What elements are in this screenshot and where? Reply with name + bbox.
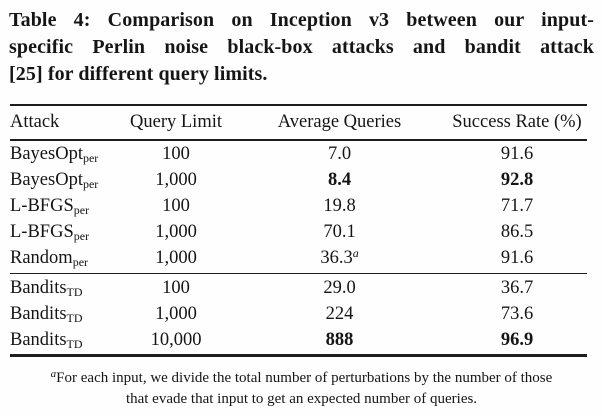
attack-subscript: TD [66, 336, 83, 351]
success-rate-cell: 73.6 [500, 303, 534, 324]
query-limit-cell: 100 [162, 144, 190, 164]
query-limit-cell: 1,000 [155, 248, 197, 268]
table-footnote: aFor each input, we divide the total num… [9, 368, 594, 410]
attack-subscript: per [82, 177, 99, 191]
footnote-line: that evade that input to get an expected… [125, 390, 478, 407]
avg-queries-cell: 8.4 [327, 170, 352, 190]
success-rate-cell: 86.5 [500, 222, 534, 242]
attack-cell: BanditsTD [10, 329, 83, 351]
header-success-rate: Success Rate (%) [452, 112, 582, 132]
query-limit-cell: 100 [162, 196, 190, 216]
success-rate-cell: 91.6 [500, 144, 534, 164]
attack-cell: BanditsTD [10, 277, 83, 299]
table-row: BanditsTD 100 29.0 36.7 [10, 275, 587, 301]
header-query-limit: Query Limit [130, 112, 222, 132]
caption-line: Table 4: Comparison on Inception v3 betw… [9, 9, 594, 31]
attack-cell: BayesOptper [10, 144, 99, 165]
attack-cell: BayesOptper [10, 170, 99, 191]
table-caption: Table 4: Comparison on Inception v3 betw… [9, 7, 594, 88]
avg-queries-cell: 19.8 [323, 196, 356, 216]
attack-subscript: per [82, 151, 99, 165]
query-limit-cell: 100 [162, 277, 190, 298]
table-row: L-BFGSper 100 19.8 71.7 [10, 194, 587, 220]
avg-queries-cell: 224 [325, 303, 354, 324]
table-bottom-rule [10, 354, 587, 357]
avg-queries-cell: 888 [325, 329, 354, 350]
attack-cell: L-BFGSper [10, 222, 90, 243]
avg-queries-cell: 29.0 [323, 277, 356, 298]
query-limit-cell: 1,000 [155, 170, 197, 190]
table-row: L-BFGSper 1,000 70.1 86.5 [10, 220, 587, 246]
attack-subscript: TD [66, 310, 83, 325]
success-rate-cell: 91.6 [500, 248, 534, 268]
avg-queries-cell: 70.1 [323, 222, 356, 242]
caption-line: [25] for different query limits. [9, 63, 268, 85]
avg-queries-cell: 36.3a [320, 246, 359, 268]
query-limit-cell: 1,000 [155, 303, 197, 324]
success-rate-cell: 96.9 [500, 329, 534, 350]
caption-line: specific Perlin noise black-box attacks … [9, 36, 594, 58]
attack-subscript: TD [66, 284, 83, 299]
table-row: BanditsTD 1,000 224 73.6 [10, 301, 587, 327]
success-rate-cell: 36.7 [500, 277, 534, 298]
table-top-rule [10, 104, 587, 106]
footnote-reference: a [352, 246, 359, 260]
footnote-line: aFor each input, we divide the total num… [9, 368, 594, 389]
attack-subscript: per [73, 203, 90, 217]
table-group-perlin: BayesOptper 100 7.0 91.6 BayesOptper 1,000 8.4… [10, 141, 587, 273]
avg-queries-cell: 7.0 [327, 144, 352, 164]
success-rate-cell: 71.7 [500, 196, 534, 216]
table-group-bandits: BanditsTD 100 29.0 36.7 BanditsTD 1,000 224 73.… [10, 274, 587, 354]
table-header-row: Attack Query Limit Average Queries Succe… [10, 106, 587, 139]
header-avg-queries: Average Queries [277, 112, 402, 132]
table-row: BayesOptper 100 7.0 91.6 [10, 142, 587, 168]
header-attack: Attack [10, 112, 60, 132]
query-limit-cell: 1,000 [155, 222, 197, 242]
attack-cell: BanditsTD [10, 303, 83, 325]
footnote-marker: a [50, 367, 57, 380]
attack-cell: L-BFGSper [10, 196, 90, 217]
table-separator-rule [10, 272, 587, 274]
comparison-table: Attack Query Limit Average Queries Succe… [10, 104, 587, 357]
attack-cell: Randomper [10, 248, 89, 269]
table-row: BayesOptper 1,000 8.4 92.8 [10, 168, 587, 194]
query-limit-cell: 10,000 [150, 329, 202, 350]
success-rate-cell: 92.8 [500, 170, 534, 190]
footnote-text: For each input, we divide the total numb… [56, 369, 553, 386]
table-row: BanditsTD 10,000 888 96.9 [10, 327, 587, 353]
attack-subscript: per [73, 229, 90, 243]
table-row: Randomper 1,000 36.3a 91.6 [10, 246, 587, 272]
attack-subscript: per [72, 255, 89, 269]
table-header-rule [10, 139, 587, 141]
